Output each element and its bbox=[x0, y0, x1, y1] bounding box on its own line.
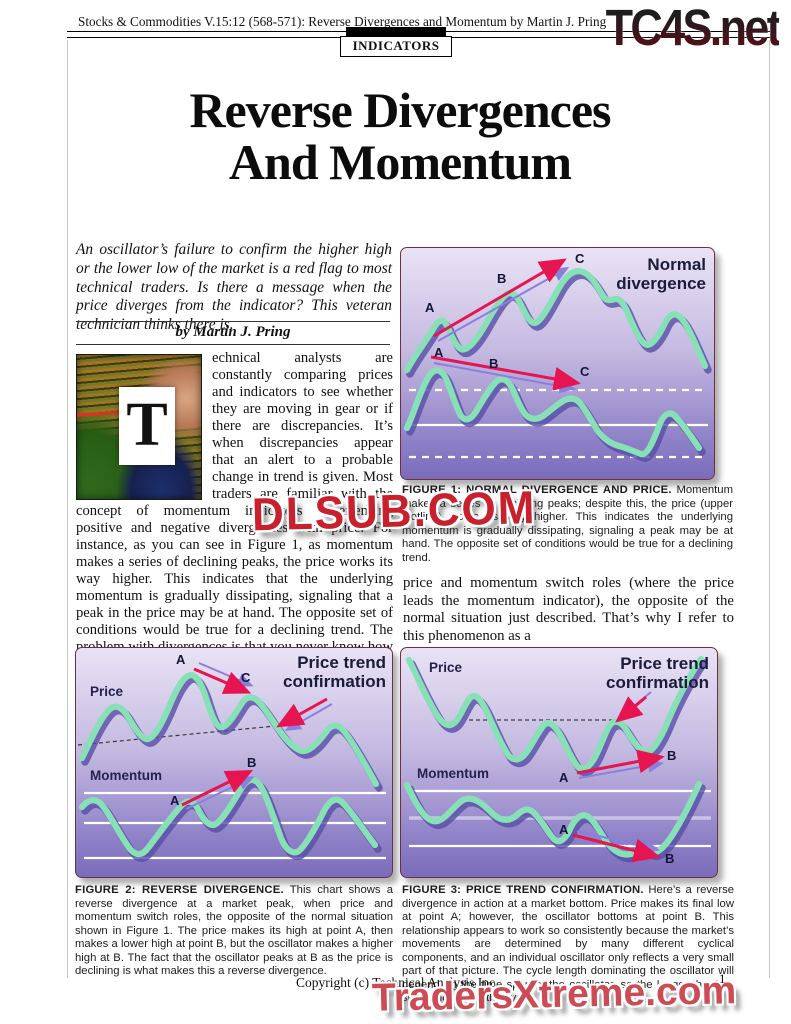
figure-1-caption: FIGURE 1: NORMAL DIVERGENCE AND PRICE. M… bbox=[402, 484, 733, 565]
figure-3-price-trend-confirmation-chart: Price trend confirmation Price Momentum … bbox=[400, 647, 718, 878]
fig2-price-panel-label: Price bbox=[90, 684, 124, 699]
figure-2-caption-body: This chart shows a reverse divergence at… bbox=[75, 884, 393, 978]
figure-2-caption: FIGURE 2: REVERSE DIVERGENCE. This chart… bbox=[75, 884, 393, 979]
article-left-column: T echnical analysts are constantly compa… bbox=[76, 350, 393, 707]
fig2-momentum-point-a: A bbox=[170, 793, 180, 808]
page-title-line1: Reverse Divergences bbox=[189, 82, 611, 138]
fig3-price-point-a: A bbox=[559, 770, 569, 785]
figure-2-annotation: Price trend confirmation bbox=[283, 653, 386, 692]
figure-1-caption-body: Momentum makes a series of declining pea… bbox=[402, 484, 733, 564]
figure-1-plot bbox=[403, 258, 712, 462]
fig1-momentum-point-c: C bbox=[580, 364, 590, 379]
fig1-price-point-b: B bbox=[497, 271, 507, 286]
figure-1-annotation: Normal divergence bbox=[616, 255, 706, 294]
byline: by Martin J. Pring bbox=[175, 324, 291, 340]
tradersxtreme-watermark: TradersXtreme.com bbox=[371, 969, 737, 1020]
fig3-price-panel-label: Price bbox=[429, 660, 463, 675]
fig3-price-point-b: B bbox=[667, 748, 677, 763]
fig2-price-point-c: C bbox=[241, 670, 251, 685]
dropcap-box: T bbox=[119, 387, 175, 465]
dropcap-letter: T bbox=[126, 391, 168, 459]
figure-3-annotation: Price trend confirmation bbox=[606, 654, 709, 693]
fig3-momentum-point-b: B bbox=[665, 851, 675, 866]
intro-abstract: An oscillator’s failure to confirm the h… bbox=[76, 241, 392, 334]
figure-3-caption-body: Here’s a reverse divergence in action at… bbox=[402, 884, 735, 1005]
figure-1-normal-divergence-chart: Normal divergence A B C A B C bbox=[400, 247, 715, 480]
fig2-price-point-a: A bbox=[176, 652, 186, 667]
fig2-momentum-point-b: B bbox=[247, 755, 257, 770]
fig1-momentum-point-b: B bbox=[489, 356, 499, 371]
article-illustration: T bbox=[76, 354, 202, 500]
page-number: 1 bbox=[719, 971, 726, 986]
fig2-momentum-panel-label: Momentum bbox=[90, 768, 162, 783]
header-citation: Stocks & Commodities V.15:12 (568-571): … bbox=[78, 14, 607, 29]
byline-rule-bottom bbox=[76, 344, 390, 345]
figure-3-caption: FIGURE 3: PRICE TREND CONFIRMATION. Here… bbox=[402, 884, 734, 1006]
fig3-momentum-point-a: A bbox=[559, 822, 569, 837]
page-right-rule bbox=[769, 40, 770, 978]
footer-copyright: Copyright (c) Technical Analysis Inc. bbox=[296, 975, 499, 990]
figure-2-plot bbox=[77, 662, 386, 862]
fig1-price-point-c: C bbox=[575, 251, 585, 266]
fig1-price-point-a: A bbox=[425, 300, 435, 315]
page-title-line2: And Momentum bbox=[228, 134, 572, 190]
figure-2-caption-lead: FIGURE 2: REVERSE DIVERGENCE. bbox=[75, 884, 284, 896]
page-title: Reverse Divergences And Momentum bbox=[70, 84, 730, 188]
tc4s-watermark-logo: TC4S.net bbox=[605, 0, 782, 56]
fig3-momentum-panel-label: Momentum bbox=[417, 766, 489, 781]
figure-3-plot bbox=[403, 655, 711, 863]
section-label: INDICATORS bbox=[340, 36, 452, 57]
byline-rule-top bbox=[76, 321, 390, 322]
fig1-momentum-point-a: A bbox=[434, 345, 444, 360]
page-left-rule bbox=[67, 40, 68, 978]
figure-2-reverse-divergence-chart: Price trend confirmation Price Momentum … bbox=[75, 647, 393, 878]
article-paragraph-1: echnical analysts are constantly compari… bbox=[76, 350, 393, 672]
figure-3-caption-lead: FIGURE 3: PRICE TREND CONFIRMATION. bbox=[402, 884, 644, 896]
figure-1-caption-lead: FIGURE 1: NORMAL DIVERGENCE AND PRICE. bbox=[402, 484, 672, 496]
dlsub-watermark: DLSUB.COM bbox=[251, 482, 538, 541]
article-right-column: price and momentum switch roles (where t… bbox=[403, 575, 734, 644]
